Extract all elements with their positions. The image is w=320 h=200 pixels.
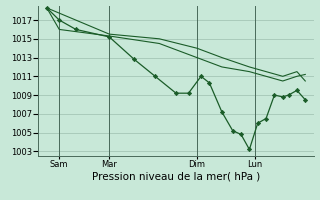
X-axis label: Pression niveau de la mer( hPa ): Pression niveau de la mer( hPa ) — [92, 172, 260, 182]
